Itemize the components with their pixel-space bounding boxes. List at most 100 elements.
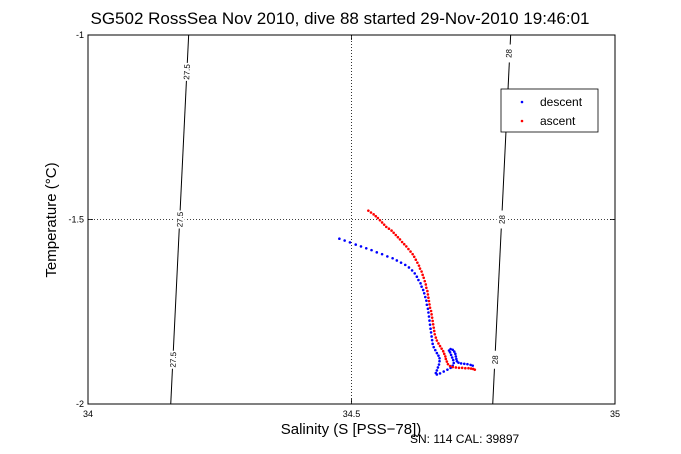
- descent-point: [399, 261, 403, 264]
- descent-point: [413, 272, 417, 275]
- descent-point: [429, 331, 433, 334]
- descent-point: [403, 263, 407, 267]
- descent-point: [419, 282, 422, 285]
- ascent-point: [429, 309, 433, 313]
- density-contours: 27.5 27.5 27.5 28 28 28: [167, 34, 514, 405]
- ascent-point: [445, 360, 449, 363]
- ascent-point: [428, 303, 431, 306]
- y-axis-label: Temperature (°C): [43, 162, 60, 277]
- ascent-point: [378, 218, 382, 222]
- ascent-point: [400, 240, 404, 244]
- descent-point: [417, 278, 420, 282]
- ascent-point: [421, 273, 424, 277]
- ascent-point: [427, 299, 431, 303]
- descent-point: [451, 358, 455, 362]
- descent-point: [422, 292, 426, 295]
- descent-point: [438, 372, 442, 375]
- ascent-point: [372, 213, 375, 216]
- descent-point: [449, 353, 453, 357]
- ascent-point: [398, 238, 402, 241]
- descent-point: [469, 363, 472, 367]
- serial-calibration-note: SN: 114 CAL: 39897: [410, 432, 520, 446]
- ascent-point: [417, 264, 421, 267]
- descent-point: [420, 285, 423, 288]
- ascent-point: [387, 227, 391, 231]
- legend-marker-descent: [520, 100, 524, 104]
- x-tick-label: 35: [610, 409, 620, 419]
- ascent-point: [464, 366, 467, 370]
- contour-label-background: [489, 350, 501, 369]
- descent-point: [370, 248, 373, 252]
- chart-title: SG502 RossSea Nov 2010, dive 88 started …: [91, 9, 590, 28]
- x-axis-label: Salinity (S [PSS−78]): [281, 421, 421, 438]
- ascent-point: [396, 235, 400, 239]
- descent-point: [462, 362, 466, 366]
- x-tick-label: 34.5: [343, 409, 361, 419]
- descent-point: [471, 364, 475, 367]
- ascent-point: [380, 221, 384, 224]
- descent-point: [459, 362, 463, 365]
- descent-point: [428, 319, 431, 322]
- descent-point: [427, 315, 431, 318]
- ascent-point: [432, 329, 436, 333]
- ascent-point: [367, 209, 370, 212]
- descent-point: [455, 357, 458, 361]
- ascent-point: [390, 229, 393, 232]
- ascent-point: [431, 319, 434, 323]
- density-contour-label: 27.5: [182, 63, 192, 80]
- data-points: [338, 209, 477, 376]
- descent-point: [435, 369, 439, 372]
- descent-point: [442, 370, 446, 373]
- ascent-point: [392, 231, 395, 235]
- descent-point: [437, 354, 440, 357]
- ascent-point: [437, 342, 440, 345]
- descent-point: [430, 335, 433, 338]
- ascent-point: [424, 283, 428, 286]
- ascent-point: [432, 326, 436, 329]
- descent-point: [338, 237, 341, 240]
- legend-label-descent: descent: [540, 95, 583, 109]
- descent-point: [343, 239, 346, 242]
- descent-point: [451, 348, 454, 352]
- descent-point: [432, 345, 436, 349]
- ascent-point: [420, 270, 423, 273]
- ascent-point: [412, 255, 416, 259]
- ascent-point: [451, 365, 454, 369]
- ascent-point: [425, 286, 428, 290]
- contour-label-background: [181, 62, 192, 82]
- ascent-point: [441, 349, 445, 353]
- descent-point: [426, 307, 430, 311]
- descent-point: [437, 363, 441, 366]
- ascent-point: [384, 225, 388, 229]
- ascent-point: [423, 279, 427, 283]
- ascent-point: [428, 306, 432, 309]
- descent-point: [364, 246, 368, 250]
- ascent-point: [418, 267, 422, 270]
- contour-label-background: [503, 44, 514, 63]
- descent-point: [450, 356, 454, 359]
- ascent-point: [442, 352, 446, 356]
- density-contour-label: 28: [491, 355, 500, 365]
- descent-point: [428, 323, 432, 326]
- ascent-point: [431, 322, 435, 326]
- ascent-point: [369, 211, 373, 214]
- ascent-point: [407, 247, 410, 251]
- ascent-point: [426, 289, 429, 293]
- contour-label-background: [496, 210, 508, 229]
- ascent-point: [448, 364, 452, 368]
- ascent-point: [467, 366, 470, 370]
- ascent-point: [440, 347, 443, 350]
- ascent-point: [434, 336, 438, 339]
- ascent-point: [411, 252, 414, 256]
- axis-ticks: 34 34.5 35 -2 -1.5 -1: [68, 30, 620, 419]
- legend-label-ascent: ascent: [540, 114, 576, 128]
- density-contour-label: 28: [497, 214, 506, 224]
- density-contour-label: 27.5: [175, 211, 185, 228]
- descent-point: [386, 255, 389, 258]
- ascent-point: [473, 368, 477, 371]
- descent-point: [452, 350, 456, 353]
- ascent-point: [374, 214, 378, 218]
- descent-point: [430, 338, 434, 342]
- descent-point: [425, 303, 429, 307]
